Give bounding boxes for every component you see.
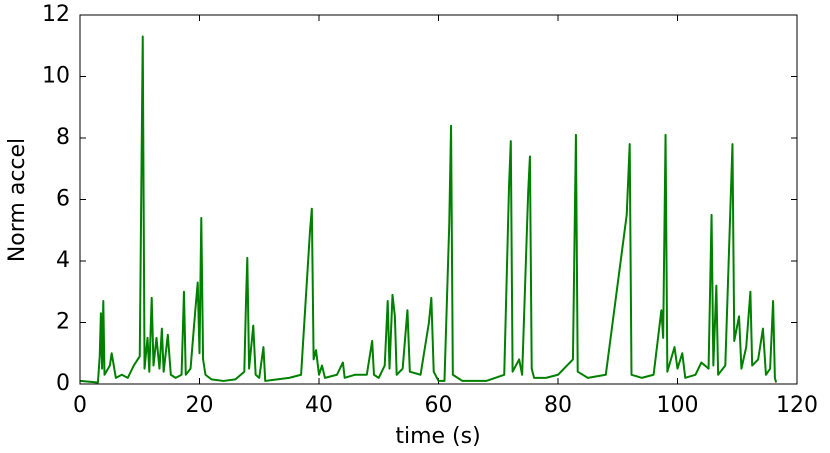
x-tick-label: 20 (186, 393, 214, 418)
x-tick-label: 60 (425, 393, 453, 418)
x-tick-label: 120 (776, 393, 818, 418)
y-tick-label: 8 (56, 125, 70, 150)
plot-area (80, 15, 797, 384)
x-tick-label: 100 (657, 393, 699, 418)
plot-frame (79, 14, 798, 385)
y-tick-label: 2 (56, 310, 70, 335)
data-line (79, 35, 778, 384)
x-tick-label: 0 (73, 393, 87, 418)
y-tick-label: 12 (42, 2, 70, 27)
y-tick-label: 6 (56, 187, 70, 212)
x-axis-label: time (s) (395, 424, 480, 449)
y-tick-label: 10 (42, 64, 70, 89)
x-tick-label: 40 (305, 393, 333, 418)
y-tick-label: 0 (56, 371, 70, 396)
y-tick-label: 4 (56, 248, 70, 273)
y-axis-label: Norm accel (5, 138, 30, 262)
x-tick-label: 80 (544, 393, 572, 418)
